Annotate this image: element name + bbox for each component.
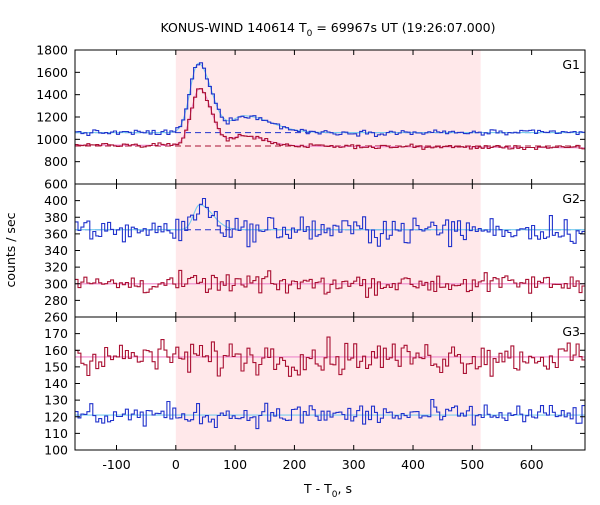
x-tick-label: 600 (520, 457, 544, 472)
y-tick-label: 280 (44, 293, 68, 308)
y-tick-label: 360 (44, 226, 68, 241)
burst-interval-highlight (175, 184, 481, 317)
y-tick-label: 100 (44, 443, 68, 458)
count-rate-histogram (75, 62, 585, 137)
count-rate-histogram (75, 336, 585, 377)
y-axis-title: counts / sec (3, 212, 18, 287)
count-rate-histogram (75, 197, 585, 248)
y-tick-label: 300 (44, 276, 68, 291)
y-tick-label: 1400 (36, 87, 68, 102)
y-tick-label: 800 (44, 154, 68, 169)
y-tick-label: 320 (44, 260, 68, 275)
y-tick-label: 160 (44, 343, 68, 358)
burst-interval-highlight (175, 317, 481, 450)
panel-label: G3 (562, 324, 580, 339)
x-tick-label: 300 (342, 457, 366, 472)
y-tick-label: 340 (44, 243, 68, 258)
x-tick-label: -100 (102, 457, 130, 472)
y-tick-label: 110 (44, 426, 68, 441)
y-tick-label: 1600 (36, 65, 68, 80)
y-tick-label: 1000 (36, 132, 68, 147)
y-tick-label: 1200 (36, 110, 68, 125)
y-tick-label: 600 (44, 177, 68, 192)
x-tick-label: 400 (401, 457, 425, 472)
y-tick-label: 260 (44, 310, 68, 325)
count-rate-histogram (75, 88, 585, 151)
panels-background-layer (175, 50, 481, 450)
panel-series-group (75, 197, 585, 298)
y-tick-label: 120 (44, 409, 68, 424)
x-axis-title: T - T0, s (303, 481, 352, 500)
panel-series-group (75, 336, 585, 430)
panels-plot-layer (75, 62, 585, 430)
count-rate-histogram (75, 269, 585, 298)
chart-title: KONUS-WIND 140614 T0 = 69967s UT (19:26:… (160, 20, 495, 39)
y-tick-label: 170 (44, 326, 68, 341)
count-rate-histogram (75, 398, 585, 430)
panel-label: G1 (562, 57, 580, 72)
x-tick-label: 500 (460, 457, 484, 472)
x-tick-label: 200 (282, 457, 306, 472)
y-tick-label: 140 (44, 376, 68, 391)
x-tick-label: 0 (172, 457, 180, 472)
burst-interval-highlight (175, 50, 481, 184)
panel-series-group (75, 62, 585, 151)
y-tick-label: 1800 (36, 43, 68, 58)
y-tick-label: 130 (44, 393, 68, 408)
y-tick-label: 400 (44, 193, 68, 208)
y-tick-label: 150 (44, 359, 68, 374)
y-tick-label: 380 (44, 210, 68, 225)
x-tick-label: 100 (223, 457, 247, 472)
panels-axes-layer: 60080010001200140016001800G1260280300320… (36, 43, 586, 472)
panel-label: G2 (562, 191, 580, 206)
